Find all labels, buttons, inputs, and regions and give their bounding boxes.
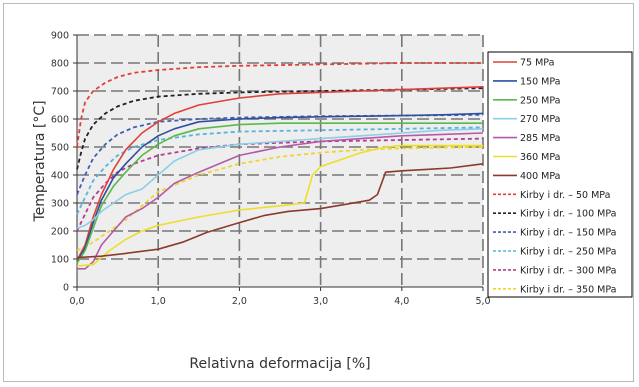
legend: 75 MPa 150 MPa 250 MPa 270 MPa 285 MPa 360 MP…: [487, 51, 633, 298]
series-line: [76, 144, 483, 267]
y-tick-label: 400: [51, 171, 69, 182]
grid: [77, 34, 484, 287]
legend-label: Kirby i dr. – 300 MPa: [520, 265, 616, 276]
series-line: [76, 113, 484, 195]
y-tick-label: 300: [51, 199, 69, 210]
series-line: [76, 163, 484, 259]
x-tick-label: 4,0: [394, 296, 409, 307]
legend-label: Kirby i dr. – 250 MPa: [520, 247, 616, 258]
legend-label: 285 MPa: [520, 133, 560, 144]
series-line: [76, 87, 484, 170]
legend-label: 75 MPa: [520, 58, 554, 69]
y-tick-label: 100: [51, 255, 69, 266]
axes: [73, 34, 484, 291]
series-line: [76, 112, 484, 263]
legend-label: Kirby i dr. – 50 MPa: [520, 190, 610, 201]
x-tick-label: 5,0: [475, 296, 490, 307]
series-line: [76, 62, 483, 148]
legend-label: 150 MPa: [520, 76, 560, 87]
legend-label: 270 MPa: [520, 114, 560, 125]
legend-box: [487, 51, 633, 298]
x-tick-label: 1,0: [151, 296, 166, 307]
x-tick-label: 2,0: [232, 296, 247, 307]
legend-label: 400 MPa: [520, 171, 560, 182]
y-tick-label: 0: [63, 283, 69, 294]
legend-label: 360 MPa: [520, 152, 560, 163]
series-line: [76, 128, 484, 229]
y-tick-label: 900: [51, 31, 69, 42]
x-tick-label: 3,0: [313, 296, 328, 307]
legend-label: Kirby i dr. – 350 MPa: [520, 284, 616, 295]
y-tick-label: 500: [51, 143, 69, 154]
x-tick-labels: 0,0 1,0 2,0 3,0 4,0 5,0: [69, 296, 490, 307]
series-line: [76, 146, 484, 252]
legend-label: 250 MPa: [520, 95, 560, 106]
y-tick-label: 600: [51, 115, 69, 126]
y-tick-label: 800: [51, 59, 69, 70]
legend-label: Kirby i dr. – 150 MPa: [520, 228, 616, 239]
y-tick-label: 200: [51, 227, 69, 238]
legend-label: Kirby i dr. – 100 MPa: [520, 209, 616, 220]
x-tick-label: 0,0: [69, 296, 84, 307]
y-tick-label: 700: [51, 87, 69, 98]
y-axis-label: Temperatura [°C]: [32, 100, 48, 222]
series-group: [76, 62, 484, 270]
x-axis-label: Relativna deformacija [%]: [189, 356, 370, 372]
y-tick-labels: 0 100 200 300 400 500 600 700 800 900: [51, 31, 69, 294]
series-line: [77, 132, 484, 270]
series-line: [76, 86, 484, 261]
